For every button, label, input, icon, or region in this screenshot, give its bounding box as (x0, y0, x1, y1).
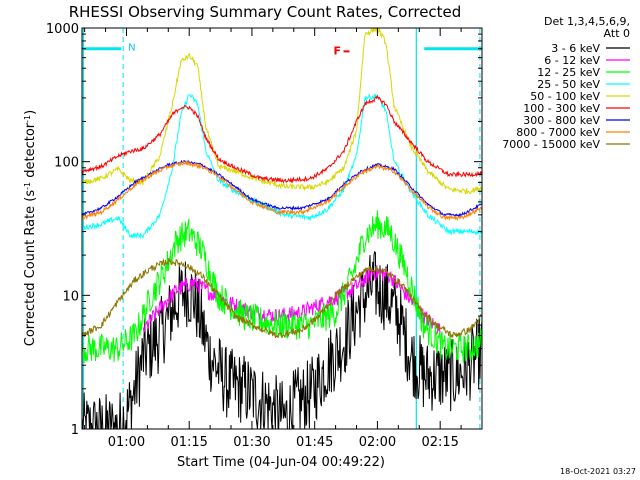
series-line-1 (142, 265, 441, 338)
x-tick-label-1: 01:15 (170, 435, 207, 450)
legend-label-5: 100 - 300 keV (523, 102, 600, 115)
plot-frame (81, 27, 483, 430)
legend-label-7: 800 - 7000 keV (516, 126, 600, 139)
legend-label-4: 50 - 100 keV (530, 90, 600, 103)
x-tick-label-2: 01:30 (233, 435, 270, 450)
legend-label-2: 12 - 25 keV (537, 66, 600, 79)
x-tick-label-0: 01:00 (108, 435, 145, 450)
x-axis-label: Start Time (04-Jun-04 00:49:22) (177, 455, 385, 470)
y-tick-label-1: 10 (62, 289, 79, 304)
series-layer (82, 28, 482, 429)
chart-title: RHESSI Observing Summary Count Rates, Co… (69, 3, 462, 21)
y-axis-label: Corrected Count Rate (s-1 detector-1) (23, 110, 39, 346)
series-line-3 (82, 93, 482, 240)
x-tick-label-5: 02:15 (421, 435, 458, 450)
legend-header-line-2: Att 0 (604, 27, 630, 40)
plot-area (81, 27, 483, 430)
night-marker: N (128, 43, 135, 54)
series-line-7 (82, 159, 482, 222)
flare-marker: F (334, 44, 342, 57)
legend-label-3: 25 - 50 keV (537, 78, 600, 91)
series-line-6 (82, 159, 482, 218)
y-tick-label-0: 1 (71, 423, 79, 438)
legend-label-0: 3 - 6 keV (551, 42, 600, 55)
series-line-5 (82, 94, 482, 184)
axis-ticks: 01:00 01:15 01:30 01:45 02:00 02:15 1 10 100 1000 (46, 22, 483, 450)
legend-label-8: 7000 - 15000 keV (502, 138, 600, 151)
footer-timestamp: 18-Oct-2021 03:27 (560, 467, 636, 476)
x-tick-label-3: 01:45 (296, 435, 333, 450)
legend-header-line-1: Det 1,3,4,5,6,9, (544, 15, 630, 28)
y-tick-label-2: 100 (54, 156, 79, 171)
series-line-0 (82, 250, 482, 429)
x-tick-label-4: 02:00 (359, 435, 396, 450)
legend-label-6: 300 - 800 keV (523, 114, 600, 127)
y-tick-label-3: 1000 (46, 22, 79, 37)
series-line-8 (82, 258, 482, 339)
legend-label-1: 6 - 12 keV (544, 54, 600, 67)
series-line-4 (82, 28, 482, 195)
